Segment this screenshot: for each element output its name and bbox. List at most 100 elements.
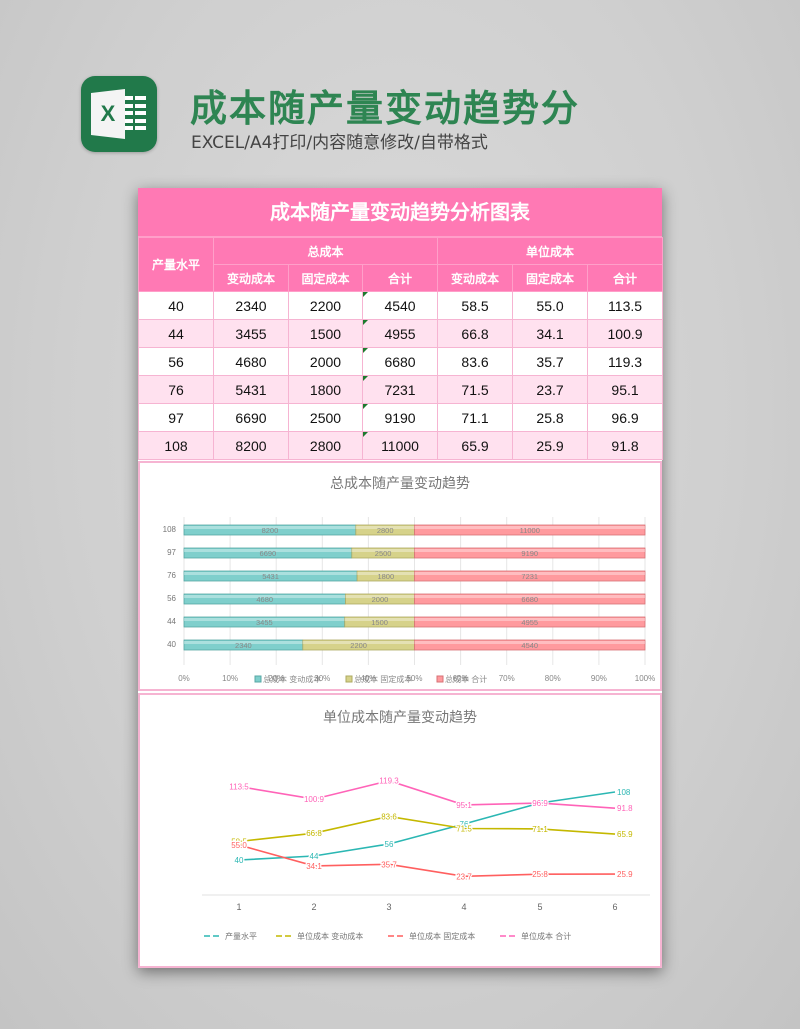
- cell[interactable]: 2800: [288, 431, 363, 460]
- x-tick: 6: [612, 902, 617, 912]
- cell[interactable]: 108: [138, 431, 214, 460]
- cell[interactable]: 2200: [288, 291, 363, 320]
- col-header: 固定成本: [512, 264, 589, 292]
- data-label: 6690: [260, 549, 277, 558]
- series-line[interactable]: [238, 791, 616, 861]
- cell[interactable]: 6690: [213, 403, 289, 432]
- series-line[interactable]: [238, 779, 616, 809]
- data-label: 8200: [262, 526, 279, 535]
- data-label: 3455: [256, 618, 273, 627]
- cell[interactable]: 2000: [288, 347, 363, 376]
- cost-table: 产量水平 总成本 单位成本 变动成本 固定成本 合计 变动成本 固定成本 合计 …: [138, 237, 664, 460]
- cell[interactable]: 76: [138, 375, 214, 404]
- cell[interactable]: 97: [138, 403, 214, 432]
- cell[interactable]: 8200: [213, 431, 289, 460]
- total-cost-chart[interactable]: 总成本随产量变动趋势 0% 10% 20% 30% 40% 50% 60% 70% 80% 90%…: [138, 461, 662, 691]
- data-label: 11000: [520, 526, 540, 535]
- cell[interactable]: 40: [138, 291, 214, 320]
- unit-cost-chart[interactable]: 单位成本随产量变动趋势 1 2 3 4 5 6 40 44 56 76 97 108 58.5 66.8 8…: [138, 693, 662, 968]
- cell[interactable]: 71.5: [437, 375, 514, 404]
- data-label: 40: [235, 856, 244, 865]
- cell[interactable]: 4680: [213, 347, 289, 376]
- bar-segment[interactable]: [414, 524, 646, 536]
- bar-segment[interactable]: [414, 570, 646, 582]
- y-tick: 56: [167, 594, 176, 603]
- cell[interactable]: 4540: [361, 291, 439, 320]
- col-header: 固定成本: [288, 264, 363, 292]
- x-tick: 70%: [499, 674, 515, 683]
- cell[interactable]: 9190: [361, 403, 439, 432]
- cell[interactable]: 7231: [361, 375, 439, 404]
- x-tick: 60%: [453, 674, 469, 683]
- data-label: 119.3: [379, 777, 399, 786]
- cell[interactable]: 4955: [361, 319, 439, 348]
- series-line[interactable]: [238, 815, 616, 843]
- legend-label[interactable]: 产量水平: [225, 931, 257, 941]
- cell[interactable]: 55.0: [512, 291, 589, 320]
- cell[interactable]: 1800: [288, 375, 363, 404]
- table-row: 108 8200 2800 11000 65.9 25.9 91.8: [138, 431, 664, 460]
- data-label: 100.9: [304, 795, 325, 804]
- legend-label[interactable]: 单位成本 合计: [521, 931, 571, 941]
- cell[interactable]: 23.7: [512, 375, 589, 404]
- table-row: 56 4680 2000 6680 83.6 35.7 119.3: [138, 347, 664, 376]
- data-label: 23.7: [456, 872, 472, 881]
- cell[interactable]: 25.9: [512, 431, 589, 460]
- cell[interactable]: 95.1: [587, 375, 664, 404]
- x-tick: 4: [461, 902, 466, 912]
- stacked-bar-plot: 0% 10% 20% 30% 40% 50% 60% 70% 80% 90% 100% 108 8200…: [163, 517, 655, 684]
- cell[interactable]: 83.6: [437, 347, 514, 376]
- cell[interactable]: 119.3: [587, 347, 664, 376]
- data-label: 2200: [350, 641, 367, 650]
- cell[interactable]: 1500: [288, 319, 363, 348]
- table-row: 44 3455 1500 4955 66.8 34.1 100.9: [138, 319, 664, 348]
- data-label: 113.5: [229, 783, 249, 792]
- cell[interactable]: 2500: [288, 403, 363, 432]
- x-tick: 5: [537, 902, 542, 912]
- cell[interactable]: 56: [138, 347, 214, 376]
- x-tick: 40%: [360, 674, 376, 683]
- cell[interactable]: 71.1: [437, 403, 514, 432]
- data-label: 1800: [377, 572, 394, 581]
- x-tick: 80%: [545, 674, 561, 683]
- legend-label[interactable]: 总成本 变动成本: [263, 674, 321, 684]
- cell[interactable]: 25.8: [512, 403, 589, 432]
- data-label: 44: [310, 852, 319, 861]
- cell[interactable]: 34.1: [512, 319, 589, 348]
- bar-segment[interactable]: [414, 593, 646, 605]
- cell[interactable]: 58.5: [437, 291, 514, 320]
- cell[interactable]: 44: [138, 319, 214, 348]
- x-tick: 0%: [178, 674, 190, 683]
- cell[interactable]: 66.8: [437, 319, 514, 348]
- legend-label[interactable]: 单位成本 固定成本: [409, 931, 475, 941]
- bar-segment[interactable]: [414, 616, 646, 628]
- series-line[interactable]: [238, 844, 616, 878]
- group-header-unit-cost: 单位成本: [437, 237, 664, 265]
- bar-segment[interactable]: [414, 639, 646, 651]
- cell[interactable]: 2340: [213, 291, 289, 320]
- cell[interactable]: 35.7: [512, 347, 589, 376]
- cell[interactable]: 5431: [213, 375, 289, 404]
- data-label: 5431: [262, 572, 279, 581]
- cell[interactable]: 3455: [213, 319, 289, 348]
- excel-letter: X: [91, 89, 125, 139]
- data-label: 2340: [235, 641, 252, 650]
- cell[interactable]: 91.8: [587, 431, 664, 460]
- cell[interactable]: 96.9: [587, 403, 664, 432]
- legend-label[interactable]: 总成本 合计: [445, 674, 487, 684]
- cell[interactable]: 100.9: [587, 319, 664, 348]
- cell[interactable]: 65.9: [437, 431, 514, 460]
- legend-swatch: [254, 675, 262, 683]
- data-label: 56: [385, 840, 394, 849]
- col-header-output: 产量水平: [138, 237, 214, 292]
- cell[interactable]: 11000: [361, 431, 439, 460]
- legend-label[interactable]: 总成本 固定成本: [354, 674, 412, 684]
- table-row: 97 6690 2500 9190 71.1 25.8 96.9: [138, 403, 664, 432]
- data-label: 9190: [521, 549, 538, 558]
- y-tick: 97: [167, 548, 176, 557]
- cell[interactable]: 6680: [361, 347, 439, 376]
- x-tick: 10%: [222, 674, 238, 683]
- cell[interactable]: 113.5: [587, 291, 664, 320]
- bar-segment[interactable]: [414, 547, 646, 559]
- legend-label[interactable]: 单位成本 变动成本: [297, 931, 363, 941]
